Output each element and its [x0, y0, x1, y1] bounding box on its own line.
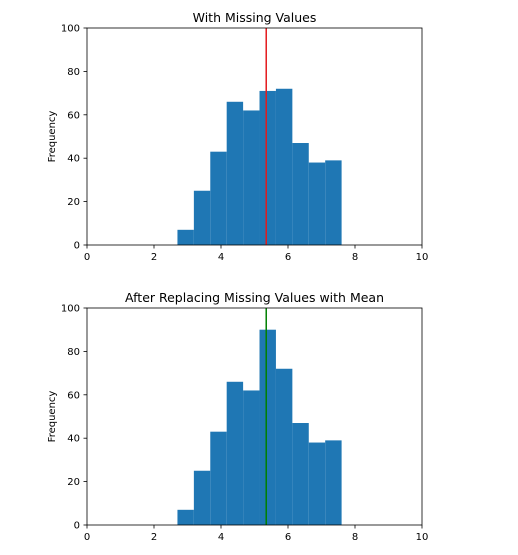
histogram-bar: [308, 162, 326, 245]
x-tick-label: 8: [352, 532, 358, 543]
histogram-bar: [193, 470, 211, 525]
y-tick-label: 40: [67, 434, 80, 445]
histogram-bar: [292, 423, 309, 525]
y-tick-label: 0: [74, 521, 80, 532]
histogram-bar: [226, 101, 244, 245]
x-tick-label: 4: [218, 532, 224, 543]
histogram-bar: [210, 431, 227, 525]
y-tick-label: 20: [67, 477, 80, 488]
y-tick-label: 60: [67, 390, 80, 401]
histogram-bar: [325, 440, 342, 525]
histogram-bar: [308, 442, 326, 525]
histogram-bar: [210, 151, 227, 245]
histogram-bar: [226, 381, 244, 525]
y-tick-label: 100: [61, 304, 80, 315]
x-tick-label: 0: [84, 532, 90, 543]
x-tick-label: 2: [151, 252, 157, 263]
y-axis-label: Frequency: [47, 391, 58, 443]
histogram-bar: [259, 329, 276, 525]
y-tick-label: 100: [61, 24, 80, 35]
x-tick-label: 10: [416, 252, 429, 263]
x-tick-label: 6: [285, 532, 291, 543]
chart-title: With Missing Values: [193, 10, 317, 25]
x-tick-label: 4: [218, 252, 224, 263]
y-axis-label: Frequency: [47, 111, 58, 163]
x-tick-label: 8: [352, 252, 358, 263]
x-tick-label: 10: [416, 532, 429, 543]
x-tick-label: 2: [151, 532, 157, 543]
histogram-bar: [275, 88, 293, 245]
x-tick-label: 0: [84, 252, 90, 263]
chart-title: After Replacing Missing Values with Mean: [125, 290, 384, 305]
y-tick-label: 60: [67, 110, 80, 121]
plot-frame: [86, 307, 423, 526]
histogram-bar: [275, 368, 293, 525]
histogram-panel-with-missing: With Missing Values Frequency 0 2 4 6 8 10020…: [47, 10, 428, 263]
histogram-panel-mean-imputed: After Replacing Missing Values with Mean…: [47, 290, 428, 543]
y-tick-label: 0: [74, 241, 80, 252]
plot-frame: [86, 27, 423, 246]
histogram-bar: [177, 229, 194, 245]
y-tick-label: 80: [67, 67, 80, 78]
histogram-bar: [193, 190, 211, 245]
histogram-bar: [177, 509, 194, 525]
histogram-bar: [292, 143, 309, 245]
histogram-bar: [243, 390, 260, 525]
y-tick-label: 20: [67, 197, 80, 208]
histogram-bar: [325, 160, 342, 245]
y-tick-label: 40: [67, 154, 80, 165]
x-tick-label: 6: [285, 252, 291, 263]
histogram-bar: [243, 110, 260, 246]
y-tick-label: 80: [67, 347, 80, 358]
histogram-bar: [259, 90, 276, 246]
